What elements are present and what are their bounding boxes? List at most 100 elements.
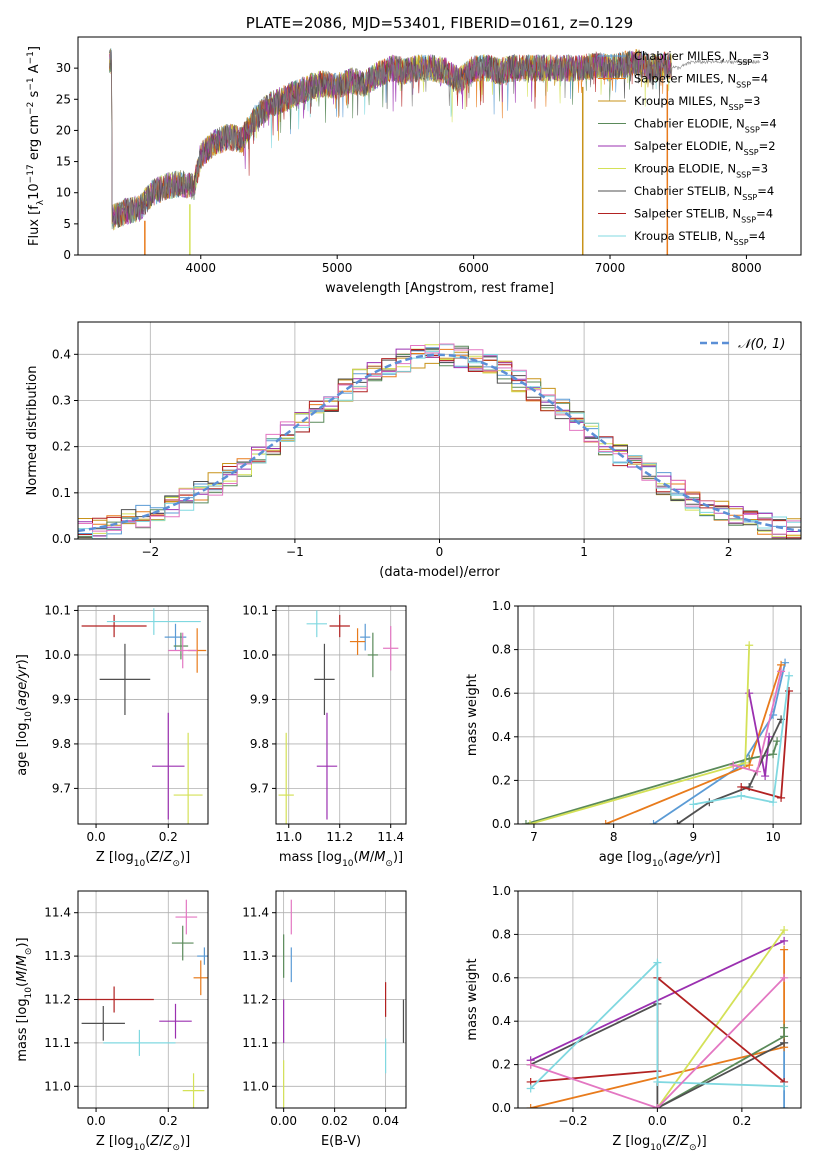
y-tick-label: 9.9 (52, 692, 71, 706)
weight-line (530, 977, 785, 1108)
legend-text: Kroupa ELODIE, N (634, 162, 736, 176)
y-tick-label: 0.4 (492, 1014, 511, 1028)
weight-marker (653, 1104, 662, 1108)
errorbar-point (168, 632, 198, 669)
x-axis-label: Z [log10(Z/Z⊙)] (96, 850, 190, 869)
y-tick-label: 0.4 (492, 730, 511, 744)
x-tick-label: 7 (530, 830, 538, 844)
label-part: mass weight (465, 674, 480, 756)
weight-marker (741, 758, 750, 767)
label-part: 10 (134, 859, 146, 869)
label-part: age [log (599, 850, 652, 865)
y-tick-label: 11.3 (242, 949, 269, 963)
y-tick-label: 15 (56, 155, 71, 169)
x-tick-label: 0 (436, 545, 444, 559)
x-axis-label: Z [log10(Z/Z⊙)] (96, 1134, 190, 1153)
x-tick-label: 6000 (458, 261, 489, 275)
legend-sub: SSP (736, 170, 751, 179)
label-part: )] (15, 937, 30, 947)
label-part: M (15, 955, 30, 966)
label-part: )] (15, 654, 30, 664)
y-axis-label: Flux [fλ10−17 erg cm−2 s−1 A−1] (26, 46, 46, 246)
errorbar-point (316, 712, 338, 820)
weight-marker (525, 820, 534, 824)
legend-label: Kroupa ELODIE, NSSP=3 (634, 162, 768, 180)
weight-marker (653, 958, 662, 967)
panel-mass_vs_Z: 0.0 0.211.011.111.211.311.4Z [log10(Z/Z⊙)… (15, 890, 209, 1153)
histogram-series (78, 343, 801, 535)
weight-marker (761, 772, 770, 781)
errorbar-point (278, 732, 294, 824)
weight-marker (745, 754, 754, 763)
legend-label: 𝒩(0, 1) (738, 337, 785, 352)
x-tick-label: −0.2 (558, 1114, 587, 1128)
panel-mass_vs_EBV: 0.00 0.02 0.04 11.0 11.1 11.2 11.3 11.4 E(B-V) (242, 890, 407, 1149)
y-tick-label: 0 (63, 248, 71, 262)
panel-age_vs_Z: 0.0 0.29.79.89.910.010.1Z [log10(Z/Z⊙)]ag… (15, 603, 209, 869)
x-tick-label: 1 (580, 545, 588, 559)
weight-marker (745, 689, 754, 698)
x-axis-label: Z [log10(Z/Z⊙)] (612, 1134, 706, 1153)
label-part: / (676, 1134, 681, 1149)
axes-frame (275, 605, 407, 825)
label-part: ] (27, 46, 42, 51)
legend-label: Kroupa STELIB, NSSP=4 (634, 229, 765, 247)
x-axis-label: E(B-V) (321, 1134, 361, 1149)
y-tick-label: 10.0 (242, 648, 269, 662)
y-tick-label: 20 (56, 123, 71, 137)
weight-marker (769, 750, 778, 759)
y-tick-label: 10.1 (242, 603, 269, 617)
weight-marker (753, 767, 762, 776)
weight-marker (729, 761, 738, 770)
x-tick-label: 7000 (595, 261, 626, 275)
axes-frame (517, 890, 802, 1109)
axes-frame (517, 605, 802, 825)
errorbar-point (367, 632, 378, 678)
label-part: (data-model)/error (379, 565, 500, 580)
y-tick-label: 0.4 (52, 347, 71, 361)
weight-marker (780, 936, 789, 945)
x-tick-label: 0.00 (270, 1114, 297, 1128)
legend-sub: SSP (737, 58, 752, 67)
weight-line (740, 690, 790, 799)
weight-marker (777, 793, 786, 802)
y-axis-label: mass [log10(M/M⊙)] (15, 937, 34, 1061)
weight-line (693, 675, 790, 806)
y-tick-label: 0.0 (52, 532, 71, 546)
plot-area (278, 610, 399, 824)
errorbar-point (360, 623, 371, 651)
errorbar-point (78, 986, 154, 1013)
legend-text: Chabrier MILES, N (634, 49, 737, 63)
legend-label: Chabrier ELODIE, NSSP=4 (634, 117, 777, 135)
y-tick-label: 9.8 (52, 737, 71, 751)
legend-text: Salpeter STELIB, N (634, 207, 741, 221)
label-part: 10 (342, 859, 354, 869)
weight-marker (526, 1060, 535, 1069)
label-part: M (359, 850, 370, 865)
label-part: −2 (26, 102, 36, 115)
label-part: erg cm (27, 115, 42, 164)
y-tick-label: 11.4 (44, 906, 71, 920)
weight-marker (765, 732, 774, 741)
y-tick-label: 25 (56, 92, 71, 106)
panel-spectrum: 4000 5000 6000 7000 8000 0 5 10 15 20 25 30 waveleng… (26, 36, 802, 296)
label-part: )] (180, 1134, 190, 1149)
weight-marker (785, 671, 794, 680)
label-part: )] (393, 850, 403, 865)
axes-frame (77, 605, 209, 825)
y-tick-label: 0.6 (492, 686, 511, 700)
x-tick-label: 0.0 (87, 1114, 106, 1128)
x-tick-label: 11.0 (275, 830, 302, 844)
legend-label: Salpeter MILES, NSSP=4 (634, 72, 768, 90)
errorbar-point (193, 960, 208, 996)
weight-marker (780, 1104, 789, 1108)
y-tick-label: 0.2 (492, 1058, 511, 1072)
label-part: ( (662, 1134, 667, 1149)
x-tick-label: 9 (690, 830, 698, 844)
y-tick-label: 5 (63, 217, 71, 231)
errorbar-point (173, 632, 189, 660)
y-tick-label: 0.6 (492, 971, 511, 985)
plot-area (283, 899, 405, 1108)
